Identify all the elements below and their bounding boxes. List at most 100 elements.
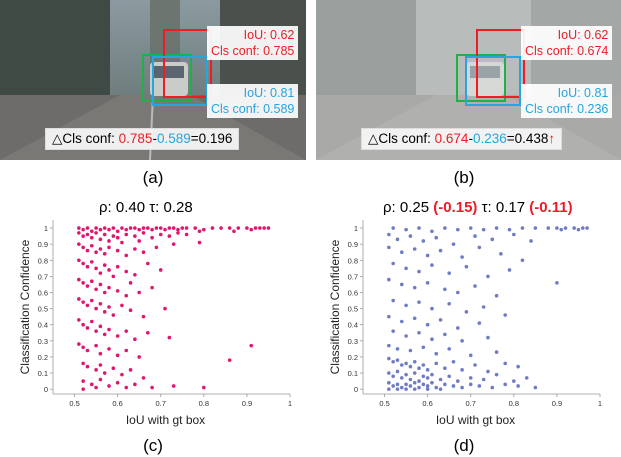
data-point — [262, 226, 266, 230]
data-point — [236, 226, 241, 230]
data-point — [425, 384, 430, 388]
data-point — [124, 293, 129, 298]
data-point — [430, 372, 434, 377]
data-point — [512, 232, 516, 237]
scatter-chart-c: 0 0.1 0.2 0.3 0.4 0.5 0.6 0.7 0.8 0.9 1 0.5 0.6 0.7 0.… — [18, 220, 292, 427]
data-point — [490, 237, 495, 242]
delta-result: =0.196 — [190, 131, 233, 146]
data-point — [154, 245, 159, 250]
data-point — [391, 374, 395, 379]
data-point — [425, 322, 430, 327]
data-point — [81, 322, 85, 327]
data-point — [395, 369, 400, 374]
data-point — [460, 339, 464, 343]
data-point — [124, 253, 129, 258]
data-point — [180, 226, 185, 230]
data-point — [232, 229, 236, 234]
x-tick-label: 0.5 — [69, 399, 79, 408]
data-point — [399, 385, 404, 390]
data-point — [477, 245, 482, 250]
blue-box-iou: IoU: 0.81 — [243, 86, 295, 100]
data-point — [115, 380, 120, 385]
data-point — [77, 226, 81, 230]
data-point — [89, 235, 94, 240]
data-point — [120, 226, 124, 230]
data-point — [395, 387, 400, 391]
data-point — [477, 384, 482, 388]
blue-box-conf: Cls conf: 0.236 — [525, 102, 609, 116]
data-point — [503, 361, 507, 366]
data-point — [184, 232, 189, 237]
y-tick-label: 1 — [44, 224, 48, 233]
data-point — [141, 314, 146, 319]
data-point — [421, 382, 426, 387]
data-point — [253, 226, 258, 230]
scatter-chart-d: 0 0.1 0.2 0.3 0.4 0.5 0.6 0.7 0.8 0.9 1 0.5 0.6 0.7 0.… — [328, 220, 602, 427]
y-tick-label: 0.4 — [38, 321, 48, 330]
data-point — [417, 300, 421, 304]
y-tick-label: 0.5 — [38, 305, 48, 314]
data-point — [137, 355, 141, 359]
plot-d-title: ρ: 0.25 (-0.15) τ: 0.17 (-0.11) — [383, 199, 573, 216]
data-point — [107, 305, 111, 309]
green-box — [456, 54, 506, 102]
data-point — [98, 377, 103, 382]
data-point — [158, 226, 163, 230]
data-point — [98, 363, 103, 367]
data-point — [516, 384, 520, 388]
x-axis-label: IoU with gt box — [126, 413, 205, 427]
y-tick-label: 0.7 — [38, 272, 48, 281]
data-point — [141, 226, 146, 230]
data-point — [81, 379, 85, 383]
delta-value-2: 0.589 — [156, 131, 191, 146]
data-point — [447, 301, 451, 306]
data-point — [408, 377, 413, 382]
data-point — [529, 239, 533, 243]
blue-box — [152, 56, 208, 106]
up-arrow-icon: ↑ — [548, 131, 556, 146]
data-point — [563, 226, 568, 230]
data-point — [94, 306, 98, 311]
data-point — [94, 343, 98, 348]
data-point — [408, 234, 413, 238]
data-point — [430, 263, 434, 267]
data-point — [81, 261, 85, 266]
data-point — [421, 374, 426, 379]
data-point — [412, 387, 417, 391]
data-point — [391, 384, 395, 388]
data-point — [146, 261, 150, 266]
data-point — [481, 305, 486, 309]
data-point — [85, 284, 90, 288]
data-point — [425, 387, 430, 391]
x-tick-label: 0.6 — [422, 399, 432, 408]
data-point — [150, 235, 154, 240]
data-point — [102, 252, 107, 256]
data-point — [98, 271, 103, 275]
data-point — [202, 385, 206, 390]
data-point — [417, 366, 421, 371]
photo-panel-a: IoU: 0.62 Cls conf: 0.785 IoU: 0.81 Cls … — [0, 0, 306, 160]
data-point — [245, 226, 249, 230]
data-point — [494, 372, 499, 377]
data-point — [77, 231, 81, 235]
plot-c-title: ρ: 0.40 τ: 0.28 — [99, 199, 193, 216]
data-point — [404, 266, 408, 271]
rho-delta: (-0.15) — [433, 199, 478, 216]
data-point — [507, 268, 512, 272]
data-point — [115, 353, 120, 358]
data-point — [464, 264, 469, 269]
data-point — [89, 279, 94, 284]
delta-minus: - — [152, 131, 157, 146]
data-point — [158, 232, 163, 237]
data-point — [399, 363, 404, 367]
data-point — [98, 247, 103, 251]
data-point — [460, 255, 464, 259]
data-point — [387, 356, 391, 361]
data-point — [94, 266, 98, 271]
caption-a: (a) — [142, 168, 164, 187]
data-point — [81, 227, 85, 232]
data-point — [559, 227, 564, 232]
data-point — [81, 234, 85, 238]
data-point — [89, 243, 94, 248]
data-point — [77, 242, 81, 246]
